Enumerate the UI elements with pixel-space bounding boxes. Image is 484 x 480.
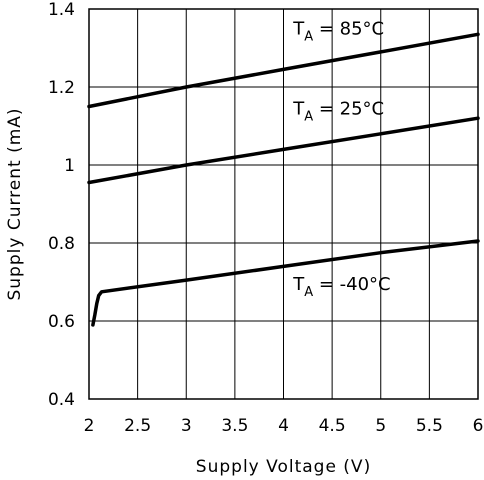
series-annotations: TA = 85°C TA = 25°C TA = -40°C <box>292 18 390 299</box>
series-label-1: TA = 25°C <box>292 98 384 124</box>
y-tick-labels: 0.4 0.6 0.8 1 1.2 1.4 <box>48 0 75 410</box>
x-axis-title: Supply Voltage (V) <box>196 457 371 477</box>
y-tick-label: 1 <box>64 156 75 176</box>
x-tick-label: 3 <box>181 416 192 436</box>
y-tick-label: 1.4 <box>48 0 75 20</box>
plot-frame <box>88 8 479 400</box>
y-tick-label: 0.8 <box>48 234 75 254</box>
series-line-0 <box>87 32 480 109</box>
x-tick-label: 2.5 <box>124 416 151 436</box>
x-tick-label: 5.5 <box>416 416 443 436</box>
x-tick-label: 4.5 <box>319 416 346 436</box>
x-tick-label: 4 <box>278 416 289 436</box>
y-tick-label: 1.2 <box>48 78 75 98</box>
x-tick-label: 6 <box>473 416 484 436</box>
y-tick-label: 0.6 <box>48 312 75 332</box>
x-tick-label: 5 <box>375 416 386 436</box>
curves <box>87 32 480 327</box>
y-tick-label: 0.4 <box>48 390 75 410</box>
x-tick-label: 2 <box>84 416 95 436</box>
series-label-2: TA = -40°C <box>292 274 390 300</box>
x-tick-labels: 2 2.5 3 3.5 4 4.5 5 5.5 6 <box>84 416 484 436</box>
x-tick-label: 3.5 <box>221 416 248 436</box>
series-label-0: TA = 85°C <box>292 18 384 44</box>
grid-lines <box>89 9 478 399</box>
series-line-2 <box>91 239 480 327</box>
series-line-1 <box>87 116 480 185</box>
y-axis-title: Supply Current (mA) <box>5 107 25 300</box>
